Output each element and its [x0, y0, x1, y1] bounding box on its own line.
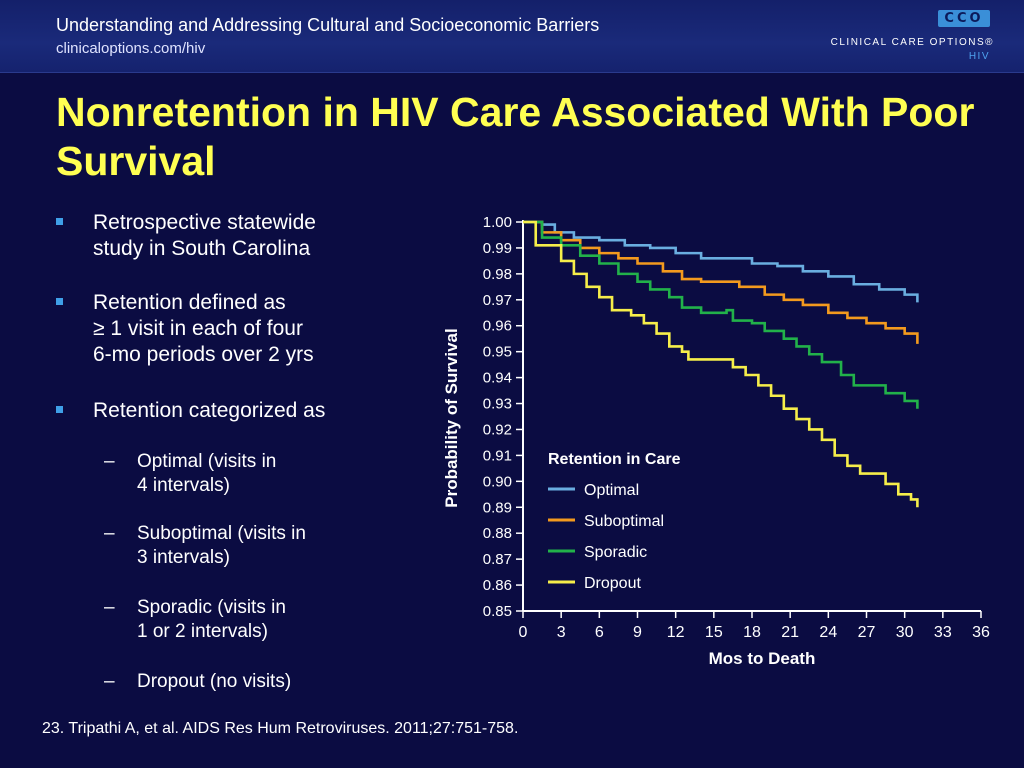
bullet-text: Retrospective statewide study in South C… — [93, 211, 316, 260]
x-tick-label: 36 — [972, 624, 990, 641]
x-tick-label: 3 — [557, 624, 566, 641]
dash-bullet-icon: – — [104, 671, 115, 692]
y-axis-label: Probability of Survival — [442, 328, 461, 508]
y-tick-label: 0.91 — [483, 447, 512, 464]
x-axis-label: Mos to Death — [709, 649, 816, 668]
header-url[interactable]: clinicaloptions.com/hiv — [56, 40, 206, 57]
x-tick-label: 24 — [819, 624, 837, 641]
x-tick-label: 21 — [781, 624, 799, 641]
y-tick-label: 0.95 — [483, 344, 512, 361]
series-line-optimal — [523, 220, 919, 303]
subbullet-text: Suboptimal (visits in 3 intervals) — [137, 523, 306, 568]
legend-label: Optimal — [584, 482, 639, 499]
cco-logo-icon: CCO — [938, 10, 990, 27]
bullet-text: Retention defined as ≥ 1 visit in each o… — [93, 291, 314, 366]
y-tick-label: 0.96 — [483, 318, 512, 335]
slide-header: Understanding and Addressing Cultural an… — [0, 0, 1024, 73]
dash-bullet-icon: – — [104, 451, 115, 472]
x-tick-label: 6 — [595, 624, 604, 641]
y-tick-label: 0.85 — [483, 603, 512, 620]
logo-text: CLINICAL CARE OPTIONS® — [830, 37, 994, 48]
y-tick-label: 0.89 — [483, 499, 512, 516]
y-tick-label: 0.93 — [483, 396, 512, 413]
square-bullet-icon — [56, 406, 63, 413]
y-tick-label: 0.86 — [483, 577, 512, 594]
series-line-dropout — [523, 220, 919, 508]
y-tick-label: 0.92 — [483, 421, 512, 438]
header-title: Understanding and Addressing Cultural an… — [56, 15, 600, 35]
y-tick-label: 0.88 — [483, 525, 512, 542]
y-tick-label: 0.94 — [483, 370, 512, 387]
footnote-citation: 23. Tripathi A, et al. AIDS Res Hum Retr… — [42, 720, 519, 737]
subbullet-text: Dropout (no visits) — [137, 671, 292, 692]
x-tick-label: 12 — [667, 624, 685, 641]
y-tick-label: 0.98 — [483, 266, 512, 283]
x-tick-label: 33 — [934, 624, 952, 641]
x-tick-label: 27 — [858, 624, 876, 641]
y-tick-label: 0.97 — [483, 292, 512, 309]
x-tick-label: 0 — [519, 624, 528, 641]
legend-title: Retention in Care — [548, 451, 681, 468]
y-tick-label: 0.99 — [483, 240, 512, 257]
x-tick-label: 9 — [633, 624, 642, 641]
legend-label: Suboptimal — [584, 513, 664, 530]
dash-bullet-icon: – — [104, 597, 115, 618]
y-tick-label: 1.00 — [483, 214, 512, 231]
logo-subtext: HIV — [968, 51, 990, 62]
bullet-text: Retention categorized as — [93, 399, 326, 422]
series-line-sporadic — [523, 220, 919, 409]
subbullet-text: Sporadic (visits in 1 or 2 intervals) — [137, 597, 286, 642]
slide-title: Nonretention in HIV Care Associated With… — [56, 89, 975, 185]
x-tick-label: 18 — [743, 624, 761, 641]
legend-label: Sporadic — [584, 544, 647, 561]
y-tick-label: 0.90 — [483, 473, 512, 490]
square-bullet-icon — [56, 298, 63, 305]
legend-label: Dropout — [584, 575, 641, 592]
x-tick-label: 30 — [896, 624, 914, 641]
dash-bullet-icon: – — [104, 523, 115, 544]
square-bullet-icon — [56, 218, 63, 225]
subbullet-text: Optimal (visits in 4 intervals) — [137, 451, 277, 496]
y-tick-label: 0.87 — [483, 551, 512, 568]
series-line-suboptimal — [523, 220, 919, 344]
x-tick-label: 15 — [705, 624, 723, 641]
